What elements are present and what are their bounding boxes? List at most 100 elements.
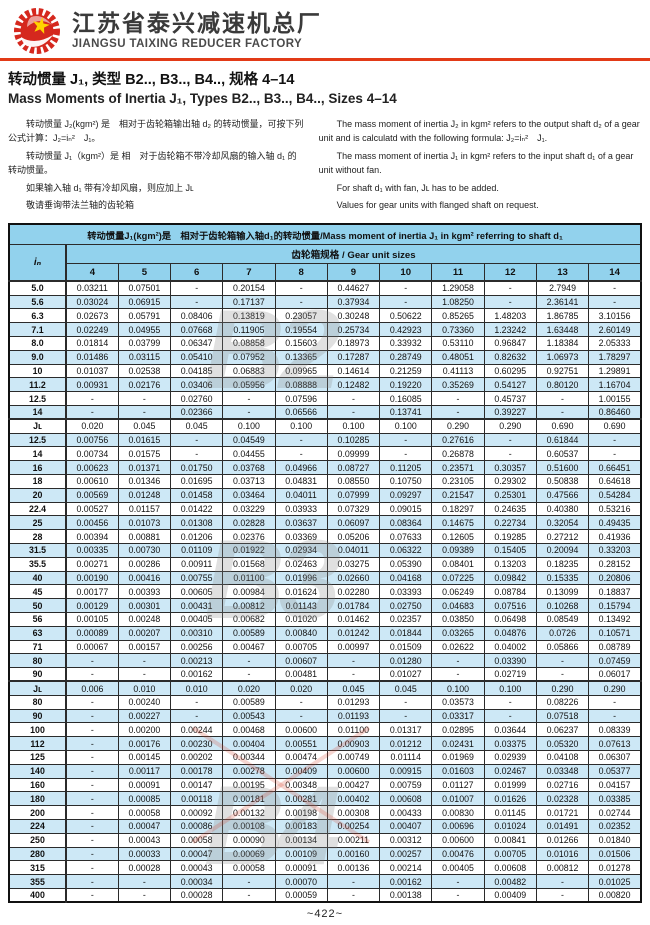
- inertia-table-row: 5.0 0.03211 0.07501-0.20154-0.44627-1.2905…: [8, 280, 642, 296]
- row-label: 100: [8, 722, 67, 738]
- inertia-value-cell: 0.03406: [170, 377, 224, 393]
- inertia-value-cell: 0.09297: [379, 487, 433, 503]
- inertia-value-cell: 0.09965: [274, 363, 328, 379]
- logo-swoosh: [21, 34, 53, 47]
- inertia-value-cell: 0.02622: [431, 639, 485, 655]
- company-name-en: JIANGSU TAIXING REDUCER FACTORY: [72, 38, 303, 51]
- row-label: 71: [8, 639, 67, 655]
- inertia-value-cell: 1.29891: [588, 363, 642, 379]
- inertia-value-cell: 0.00589: [222, 694, 276, 710]
- inertia-value-cell: 0.00105: [65, 611, 119, 627]
- inertia-value-cell: 0.06017: [588, 667, 642, 682]
- inertia-value-cell: 0.290: [535, 680, 590, 696]
- inertia-value-cell: 0.01073: [117, 515, 172, 531]
- inertia-value-cell: 0.30248: [326, 308, 381, 324]
- inertia-value-cell: 0.09389: [431, 542, 485, 558]
- inertia-value-cell: 0.00248: [117, 611, 172, 627]
- inertia-value-cell: 0.045: [170, 418, 224, 434]
- inertia-value-cell: 0.39227: [483, 405, 537, 420]
- inertia-value-cell: 0.00254: [326, 818, 381, 834]
- inertia-value-cell: 0.020: [65, 418, 119, 434]
- inertia-value-cell: 0.00682: [222, 611, 276, 627]
- inertia-value-cell: 0.00984: [222, 584, 276, 600]
- inertia-value-cell: 0.00058: [222, 860, 276, 876]
- fan-inertia-jl-row: Jʟ 0.006 0.010 0.010 0.020 0.020 0.045 0.045 0.1…: [8, 680, 642, 696]
- inertia-table: 转动惯量J₁(kgm²)是 相对于齿轮箱输入轴d₁的转动惯量/Mass mome…: [8, 223, 642, 904]
- fan-inertia-jl-row: Jʟ 0.020 0.045 0.045 0.100 0.100 0.100 0.100 0.2…: [8, 418, 642, 434]
- inertia-value-cell: 0.00058: [117, 805, 172, 820]
- inertia-value-cell: 0.00812: [535, 860, 590, 876]
- inertia-value-cell: 0.00393: [117, 584, 172, 600]
- intro-cn-column: 转动惯量 J₂(kgm²) 是 相对于齿轮箱输出轴 d₂ 的转动惯量，可按下列公…: [8, 117, 305, 215]
- inertia-value-cell: -: [588, 694, 642, 710]
- inertia-value-cell: 0.00160: [326, 846, 381, 862]
- inertia-value-cell: 0.08550: [326, 474, 381, 489]
- inertia-value-cell: 1.86785: [535, 308, 590, 324]
- size-columns-row: 4 5 6 7 8 9 10 11 12 13 14: [9, 262, 642, 283]
- inertia-value-cell: 0.100: [274, 418, 328, 434]
- row-label: 16: [8, 460, 67, 475]
- inertia-value-cell: 0.33203: [588, 542, 642, 558]
- inertia-value-cell: 0.13492: [588, 611, 642, 627]
- inertia-value-cell: 0.00467: [222, 639, 276, 655]
- inertia-table-row: 12.5- -0.02760-0.07596-0.16085-0.45737-1.…: [8, 391, 642, 407]
- inertia-value-cell: 0.18297: [431, 501, 485, 517]
- inertia-value-cell: 0.25301: [483, 487, 537, 503]
- star-icon: [33, 16, 50, 34]
- inertia-value-cell: 0.53216: [588, 501, 642, 517]
- inertia-value-cell: -: [535, 887, 590, 903]
- inertia-value-cell: 0.01346: [117, 474, 172, 489]
- inertia-value-cell: 0.03393: [379, 584, 433, 600]
- inertia-value-cell: 0.01996: [274, 570, 328, 586]
- inertia-value-cell: 0.11905: [222, 322, 276, 338]
- inertia-value-cell: 0.03850: [431, 611, 485, 627]
- inertia-value-cell: 0.02673: [65, 308, 119, 324]
- inertia-value-cell: -: [535, 653, 590, 669]
- inertia-value-cell: 0.00394: [65, 529, 119, 544]
- inertia-table-row: 200-0.00058 0.00092 0.00132 0.00198 0.00308 0…: [8, 805, 642, 820]
- inertia-value-cell: 0.04011: [326, 542, 381, 558]
- inertia-value-cell: -: [65, 887, 119, 903]
- inertia-value-cell: 0.06347: [170, 336, 224, 351]
- inertia-value-cell: 0.73360: [431, 322, 485, 338]
- inertia-value-cell: 0.01024: [483, 818, 537, 834]
- inertia-value-cell: 0.40380: [535, 501, 590, 517]
- inertia-value-cell: 0.00198: [274, 805, 328, 820]
- inertia-value-cell: 0.00405: [431, 860, 485, 876]
- inertia-value-cell: 0.04157: [588, 777, 642, 793]
- inertia-value-cell: 0.04455: [222, 446, 276, 462]
- inertia-value-cell: 0.290: [483, 418, 537, 434]
- inertia-table-row: 90-0.00227-0.00543-0.01193-0.03317-0.075…: [8, 708, 642, 724]
- inertia-value-cell: 0.08339: [588, 722, 642, 738]
- inertia-value-cell: 0.13203: [483, 556, 537, 572]
- inertia-value-cell: 0.14675: [431, 515, 485, 531]
- inertia-value-cell: 0.47566: [535, 487, 590, 503]
- row-label: 31.5: [8, 542, 67, 558]
- inertia-value-cell: 0.07952: [222, 349, 276, 365]
- inertia-value-cell: 0.00931: [65, 377, 119, 393]
- inertia-value-cell: -: [65, 653, 119, 669]
- inertia-value-cell: 0.10268: [535, 598, 590, 613]
- inertia-value-cell: 0.23105: [431, 474, 485, 489]
- inertia-table-row: 14- -0.02366-0.06566-0.13741-0.39227-0.86…: [8, 405, 642, 420]
- inertia-value-cell: -: [65, 736, 119, 751]
- inertia-value-cell: 0.50622: [379, 308, 433, 324]
- inertia-value-cell: 0.00409: [483, 887, 537, 903]
- inertia-value-cell: 0.00527: [65, 501, 119, 517]
- inertia-value-cell: 0.045: [117, 418, 172, 434]
- inertia-value-cell: 0.00207: [117, 625, 172, 641]
- inertia-table-row: 280-0.00033 0.00047 0.00069 0.00109 0.00160 0…: [8, 846, 642, 862]
- inertia-value-cell: 0.00086: [170, 818, 224, 834]
- inertia-value-cell: 0.00108: [222, 818, 276, 834]
- inertia-value-cell: 0.00427: [326, 777, 381, 793]
- page-title-en: Mass Moments of Inertia J₁, Types B2.., …: [8, 91, 397, 106]
- inertia-value-cell: 0.53110: [431, 336, 485, 351]
- inertia-value-cell: 0.18973: [326, 336, 381, 351]
- ratio-column-header: iₙ: [8, 243, 67, 283]
- inertia-value-cell: -: [326, 887, 381, 903]
- inertia-value-cell: 0.66451: [588, 460, 642, 475]
- inertia-value-cell: 0.290: [431, 418, 485, 434]
- inertia-value-cell: 0.00705: [483, 846, 537, 862]
- inertia-value-cell: 0.00067: [65, 639, 119, 655]
- row-label: 160: [8, 777, 67, 793]
